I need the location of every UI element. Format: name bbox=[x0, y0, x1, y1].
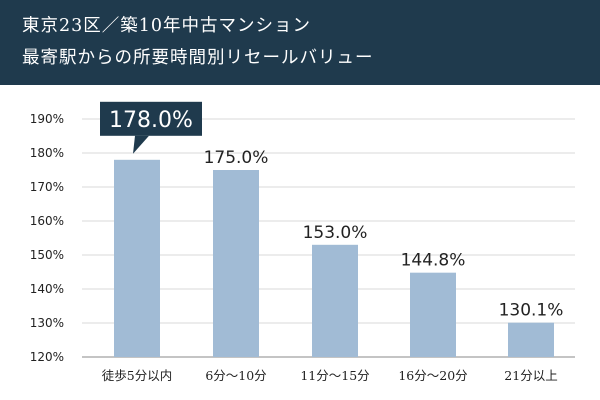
y-tick-label: 130% bbox=[30, 316, 64, 330]
title-line-1: 東京23区／築10年中古マンション bbox=[22, 16, 312, 36]
category-label: 6分〜10分 bbox=[205, 368, 266, 383]
value-label: 178.0% bbox=[109, 108, 193, 133]
value-callout bbox=[100, 101, 202, 136]
value-label: 175.0% bbox=[204, 148, 269, 168]
y-tick-label: 160% bbox=[30, 214, 64, 228]
category-label: 徒歩5分以内 bbox=[102, 368, 172, 383]
callout-pointer bbox=[133, 135, 149, 154]
bar bbox=[410, 272, 456, 357]
y-tick-label: 120% bbox=[30, 350, 64, 364]
bar bbox=[114, 159, 160, 357]
category-label: 11分〜15分 bbox=[300, 368, 369, 383]
y-tick-label: 140% bbox=[30, 282, 64, 296]
y-tick-label: 190% bbox=[30, 112, 64, 126]
value-label: 144.8% bbox=[401, 251, 466, 271]
category-label: 16分〜20分 bbox=[398, 368, 467, 383]
category-label: 21分以上 bbox=[504, 368, 557, 383]
bar bbox=[312, 244, 358, 357]
title-banner: 東京23区／築10年中古マンション 最寄駅からの所要時間別リセールバリュー bbox=[0, 0, 600, 85]
y-tick-label: 170% bbox=[30, 180, 64, 194]
bar bbox=[213, 170, 259, 357]
bar bbox=[508, 322, 554, 357]
value-label: 153.0% bbox=[303, 223, 368, 243]
value-label: 130.1% bbox=[499, 301, 564, 321]
y-tick-label: 180% bbox=[30, 146, 64, 160]
title-line-2: 最寄駅からの所要時間別リセールバリュー bbox=[22, 48, 374, 68]
y-tick-label: 150% bbox=[30, 248, 64, 262]
